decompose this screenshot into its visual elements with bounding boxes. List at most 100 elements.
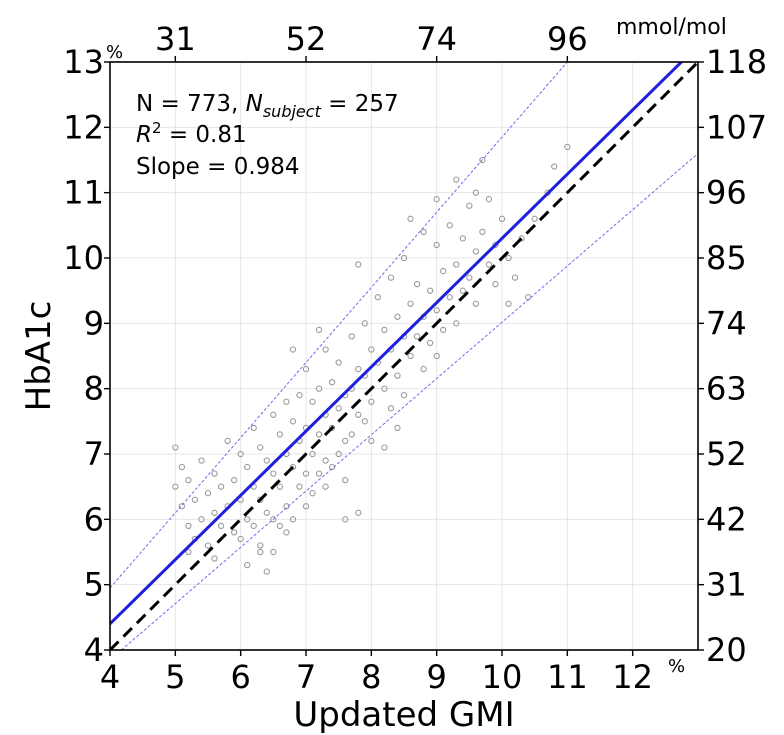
scatter-point [178,463,186,471]
y-axis-title: HbA1c [19,301,59,412]
scatter-point [420,365,427,373]
scatter-point [217,483,225,490]
scatter-point [263,509,270,516]
scatter-point [198,516,205,523]
scatter-point [283,398,290,405]
y-tick-label: 7 [84,435,104,473]
scatter-point [302,503,310,510]
svg-text:R2 = 0.81: R2 = 0.81 [136,119,247,148]
scatter-point [426,287,434,294]
scatter-point [400,392,408,399]
x-tick-label: 12 [612,658,653,696]
scatter-point [374,294,382,301]
scatter-point [466,202,473,209]
scatter-point [459,287,466,294]
x-tick-label: 10 [482,658,523,696]
scatter-point [407,215,414,222]
scatter-point [348,431,355,438]
right-tick-label: 20 [706,631,747,669]
scatter-point [289,463,297,471]
scatter-point [472,248,480,255]
right-tick-label: 52 [706,435,747,473]
scatter-point [296,483,303,490]
scatter-point [387,405,395,412]
scatter-point [355,411,362,418]
scatter-point [355,261,362,268]
scatter-point [315,385,323,392]
scatter-point [394,313,401,320]
top-tick-label: 52 [286,20,327,58]
scatter-point [198,457,205,464]
scatter-point [276,431,284,438]
x-tick-label: 7 [296,658,316,696]
scatter-point [217,522,225,530]
scatter-point [172,444,179,451]
scatter-point [296,392,303,399]
scatter-point [551,163,558,170]
scatter-point [270,548,277,556]
scatter-point [361,418,368,425]
scatter-point [440,267,447,275]
scatter-point [230,529,238,536]
scatter-point [381,326,388,334]
scatter-point [413,280,421,288]
identity-line [110,62,698,650]
scatter-point [172,483,179,490]
scatter-point [342,437,349,445]
y-tick-label: 8 [84,370,104,408]
right-tick-label: 85 [706,239,747,277]
y-tick-label: 9 [84,304,104,342]
y-tick-label: 12 [63,108,104,146]
r2-sup: 2 [152,119,162,137]
scatter-point [368,346,375,353]
scatter-point [211,509,218,516]
scatter-point [518,235,525,242]
scatter-point [328,463,336,471]
x-axis-title: Updated GMI [293,695,514,735]
scatter-point [237,450,244,458]
scatter-point [315,470,323,477]
lower-bound-line [120,153,698,650]
n-subject-sub: subject [263,102,322,121]
scatter-point [204,490,212,497]
right-tick-label: 74 [706,304,747,342]
scatter-point [309,398,316,405]
y-tick-label: 5 [84,566,104,604]
right-tick-label: 31 [706,566,747,604]
slope-text: Slope = 0.984 [136,154,300,180]
scatter-point [446,294,453,301]
scatter-point [257,496,264,503]
scatter-point [342,516,349,523]
scatter-point [270,470,277,477]
scatter-point [505,300,512,307]
scatter-point [498,215,506,222]
scatter-point [322,346,329,353]
scatter-point [335,450,342,458]
scatter-point [453,320,460,327]
scatter-point [283,529,290,536]
top-tick-label: 96 [547,20,588,58]
scatter-point [407,352,414,360]
top-tick-label: 74 [416,20,457,58]
scatter-point [230,476,238,484]
x-tick-label: 9 [426,658,446,696]
scatter-point [244,516,251,523]
scatter-point [250,522,257,530]
scatter-point [413,333,421,340]
regression-lines [110,62,698,650]
scatter-point [224,437,231,445]
scatter-point [505,254,512,262]
scatter-point [459,235,466,242]
scatter-point [446,222,453,229]
scatter-point [302,470,310,477]
scatter-point [211,470,218,477]
scatter-point [335,405,342,412]
scatter-point [381,385,388,392]
scatter-point [485,261,493,268]
y-tick-label: 13 [63,43,104,81]
scatter-point [211,555,218,562]
scatter-point [348,333,355,340]
scatter-point [472,300,480,307]
right-tick-label: 42 [706,500,747,538]
x-tick-label: 11 [547,658,588,696]
